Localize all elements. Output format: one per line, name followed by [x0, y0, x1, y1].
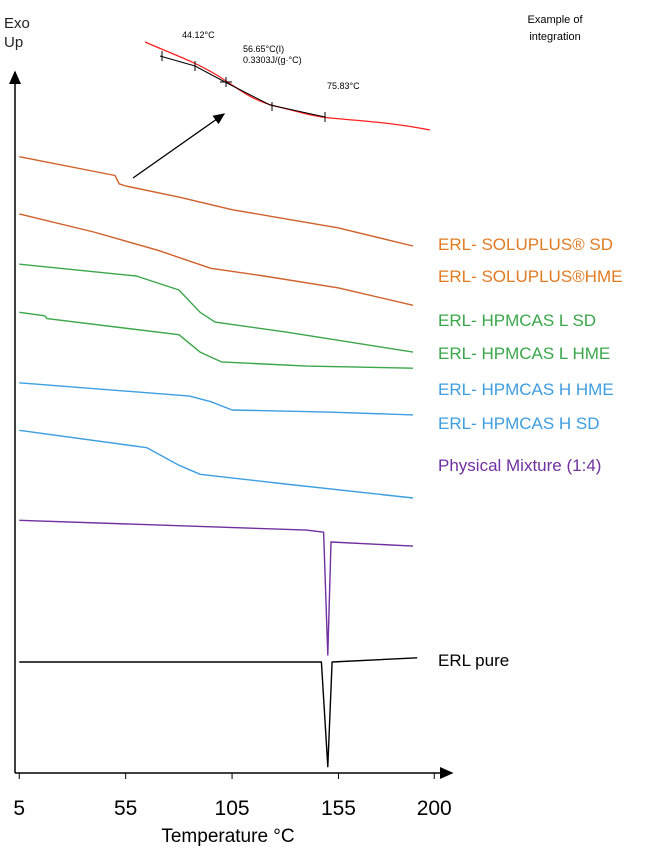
- x-tick-label: 5: [13, 797, 25, 820]
- series-line: [19, 519, 414, 656]
- inset-markers: [161, 51, 326, 122]
- x-tick-label: 105: [215, 797, 250, 820]
- inset-fit: [159, 55, 326, 118]
- series-line: [19, 657, 418, 768]
- x-tick-label: 200: [417, 797, 452, 820]
- series-line: [19, 156, 414, 247]
- series-line: [19, 311, 414, 369]
- inset-arrow: [132, 113, 226, 179]
- series-line: [19, 263, 414, 353]
- x-axis-label: Temperature °C: [161, 826, 294, 847]
- legend-entry: Physical Mixture (1:4): [438, 456, 602, 475]
- annotation: 44.12°C: [182, 30, 215, 40]
- legend-entry: ERL- SOLUPLUS® SD: [438, 235, 614, 254]
- legend-entry: ERL- HPMCAS L HME: [438, 344, 611, 363]
- legend-entry: ERL- HPMCAS H HME: [438, 380, 614, 399]
- annotation: 0.3303J/(g·°C): [243, 55, 302, 65]
- y-axis-label: Exo Up: [4, 15, 30, 51]
- inset: 44.12°C 56.65°C(I) 0.3303J/(g·°C) 75.83°…: [132, 30, 431, 179]
- series-line: [19, 213, 414, 306]
- legend-entry: ERL pure: [438, 651, 510, 670]
- x-tick-label: 155: [321, 797, 356, 820]
- legend-entry: ERL- HPMCAS H SD: [438, 414, 600, 433]
- legend-entry: ERL- HPMCAS L SD: [438, 311, 597, 330]
- inset-title: Example of integration: [527, 14, 583, 43]
- annotation: 56.65°C(I): [243, 44, 284, 54]
- annotation: 75.83°C: [327, 81, 360, 91]
- x-tick-label: 55: [114, 797, 137, 820]
- legend-entry: ERL- SOLUPLUS®HME: [438, 267, 623, 286]
- series-line: [19, 382, 414, 416]
- series-line: [19, 429, 414, 499]
